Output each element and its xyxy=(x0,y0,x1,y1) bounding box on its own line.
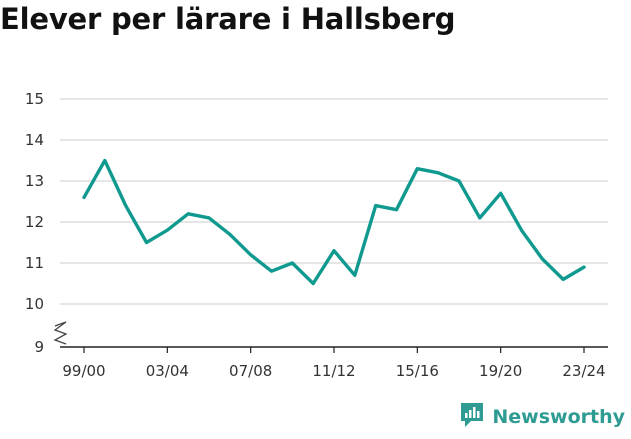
x-tick-label: 23/24 xyxy=(562,362,605,380)
y-tick-label: 13 xyxy=(25,172,44,190)
series-lines xyxy=(82,158,586,286)
x-tick-label: 03/04 xyxy=(146,362,189,380)
y-tick-label: 9 xyxy=(34,338,44,356)
x-axis: 99/00 03/04 07/08 11/12 15/16 19/20 23/24 xyxy=(60,346,608,380)
axis-break-icon xyxy=(53,321,68,345)
x-tick-label: 11/12 xyxy=(312,362,355,380)
x-tick-label: 07/08 xyxy=(229,362,272,380)
y-tick-label: 11 xyxy=(25,254,44,272)
axis-break-mark xyxy=(53,321,68,345)
x-tick-label: 99/00 xyxy=(62,362,105,380)
chart-title: Elever per lärare i Hallsberg xyxy=(0,2,456,36)
y-tick-label: 14 xyxy=(25,131,44,149)
brand-logo[interactable]: Newsworthy xyxy=(459,401,625,433)
y-axis-ticks: 9 10 11 12 13 14 15 xyxy=(25,90,44,356)
gridlines xyxy=(60,98,608,305)
newsworthy-logo-icon xyxy=(459,401,485,433)
y-tick-label: 12 xyxy=(25,213,44,231)
brand-name: Newsworthy xyxy=(492,406,625,428)
y-tick-label: 10 xyxy=(25,295,44,313)
y-tick-label: 15 xyxy=(25,90,44,108)
x-tick-label: 15/16 xyxy=(396,362,439,380)
x-tick-label: 19/20 xyxy=(479,362,522,380)
